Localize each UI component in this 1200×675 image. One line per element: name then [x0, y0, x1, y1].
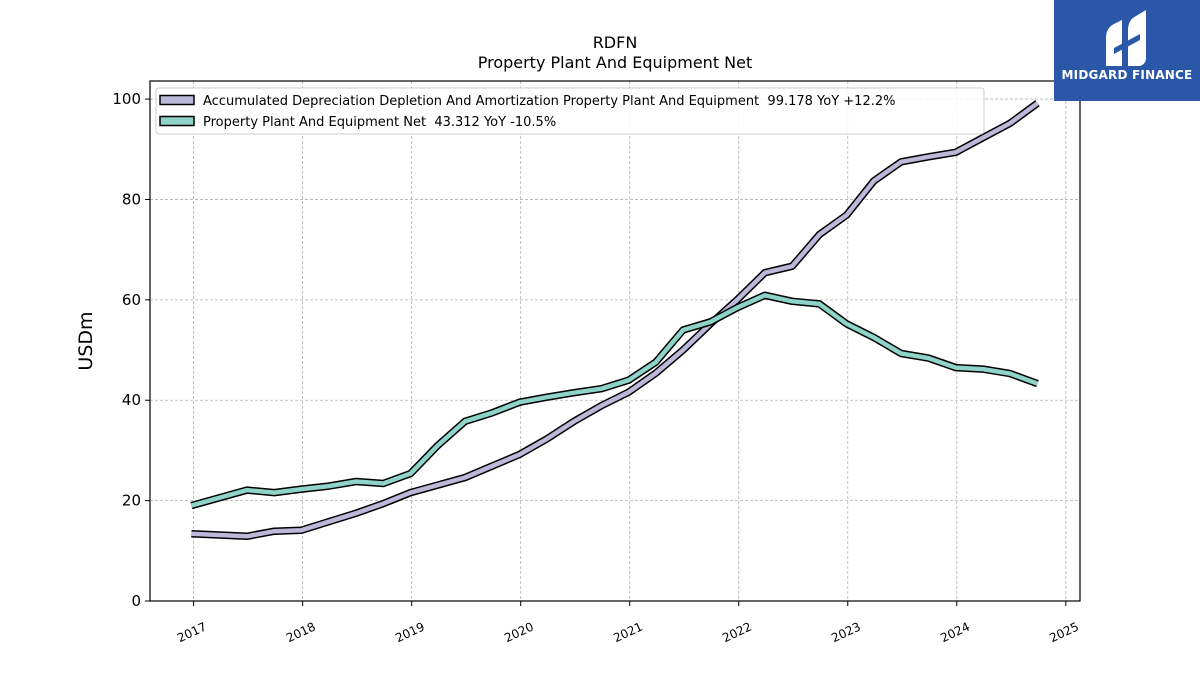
y-tick-label: 40 [122, 391, 141, 409]
series-line-0 [191, 101, 1039, 539]
x-tick-label: 2019 [393, 620, 427, 646]
chart-title: RDFN [593, 33, 638, 52]
x-tick-label: 2018 [284, 620, 318, 646]
logo-text: MIDGARD FINANCE [1061, 68, 1193, 82]
legend-label-0: Accumulated Depreciation Depletion And A… [203, 94, 895, 109]
x-tick-label: 2017 [175, 620, 209, 646]
x-tick-label: 2023 [829, 620, 863, 646]
grid [150, 81, 1080, 602]
series-outline-0 [191, 100, 1040, 541]
legend: Accumulated Depreciation Depletion And A… [155, 87, 985, 135]
y-tick-label: 80 [122, 190, 141, 208]
x-tick-label: 2022 [720, 620, 754, 646]
y-tick-label: 60 [122, 291, 141, 309]
legend-swatch-0 [159, 94, 195, 106]
x-tick-label: 2021 [611, 620, 645, 646]
logo-mark-icon [1106, 10, 1146, 66]
plot-area-frame [149, 80, 1081, 602]
y-tick-label: 20 [122, 492, 141, 510]
series-line-1 [190, 293, 1039, 508]
legend-box [155, 87, 985, 135]
y-tick-label: 0 [131, 592, 141, 610]
axis-ticks: 0 20 40 60 80 100 2017 2018 2019 2020 2021 2022 2023… [112, 90, 1081, 645]
legend-label-1: Property Plant And Equipment Net 43.312 … [203, 115, 556, 130]
y-tick-label: 100 [112, 90, 141, 108]
x-tick-label: 2020 [502, 620, 536, 646]
legend-swatch-1 [159, 115, 195, 127]
midgard-finance-logo: MIDGARD FINANCE [1054, 0, 1200, 101]
x-tick-label: 2025 [1047, 620, 1081, 646]
chart-subtitle: Property Plant And Equipment Net [478, 53, 753, 72]
y-axis-label: USDm [75, 311, 97, 370]
x-tick-label: 2024 [938, 620, 972, 646]
series-lines [190, 100, 1040, 541]
